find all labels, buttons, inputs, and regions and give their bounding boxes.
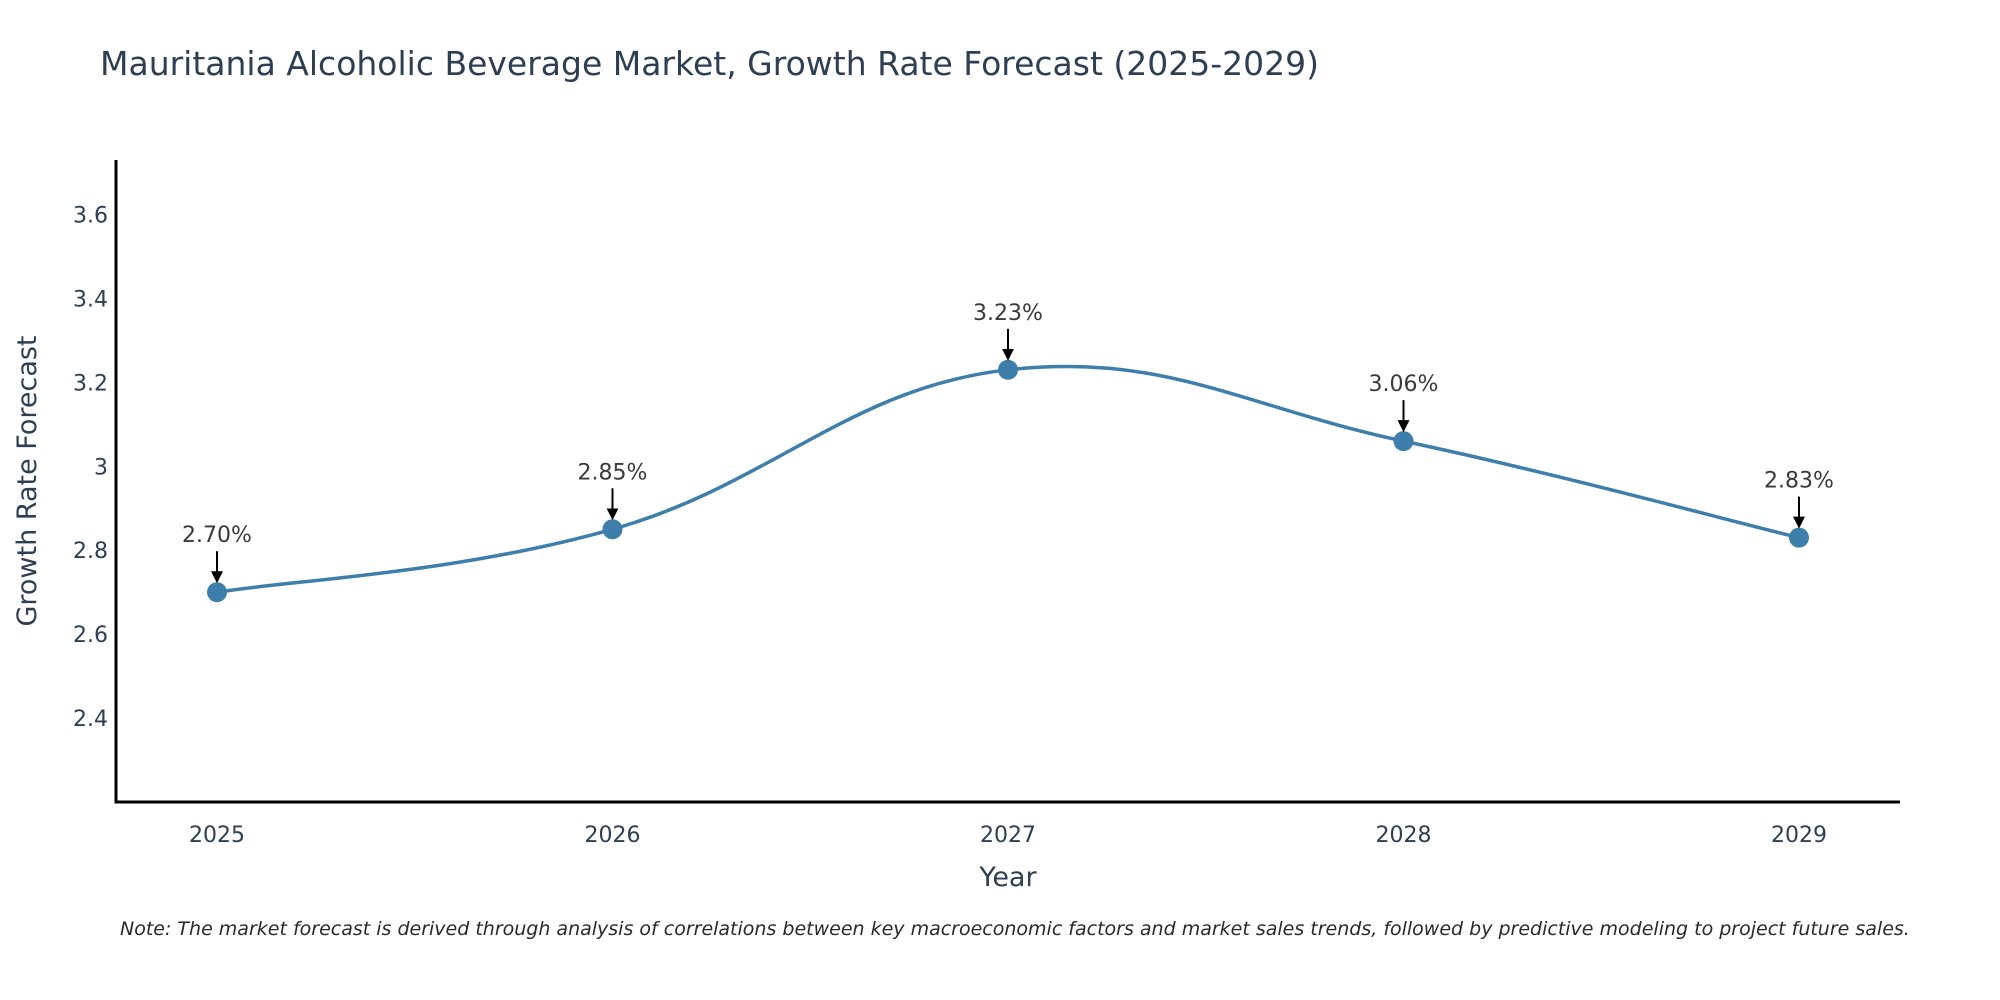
data-label: 3.06% xyxy=(1369,372,1439,397)
data-label: 2.70% xyxy=(182,523,252,548)
x-axis: 2025 2026 2027 2028 2029 xyxy=(114,800,1900,848)
data-label: 2.85% xyxy=(578,460,648,485)
data-point xyxy=(1789,527,1809,548)
x-tick-label: 2025 xyxy=(189,823,245,848)
annotations: 2.70% 2.85% 3.23% 3.06% 2.83% xyxy=(182,301,1834,584)
footnote: Note: The market forecast is derived thr… xyxy=(120,918,1910,940)
y-tick-label: 3.4 xyxy=(73,287,108,312)
series-line xyxy=(216,364,1800,594)
data-label: 3.23% xyxy=(973,301,1043,326)
chart-title: Mauritania Alcoholic Beverage Market, Gr… xyxy=(100,44,1320,83)
data-point xyxy=(602,519,623,540)
y-tick-label: 3.2 xyxy=(73,371,108,396)
data-point xyxy=(207,582,227,603)
x-axis-title: Year xyxy=(978,862,1037,893)
x-tick-label: 2027 xyxy=(980,823,1036,848)
y-axis-title: Growth Rate Forecast xyxy=(12,335,43,626)
x-tick-label: 2026 xyxy=(585,823,641,848)
y-tick-label: 2.4 xyxy=(73,707,108,732)
data-point xyxy=(1393,431,1414,452)
y-tick-label: 3.6 xyxy=(73,204,108,229)
x-tick-label: 2028 xyxy=(1376,823,1432,848)
y-axis: 2.4 2.6 2.8 3 3.2 3.4 3.6 xyxy=(73,160,118,802)
y-tick-label: 2.8 xyxy=(73,539,108,564)
data-point xyxy=(998,359,1018,380)
y-tick-label: 2.6 xyxy=(73,623,108,648)
y-tick-label: 3 xyxy=(94,455,108,480)
series-growth-rate xyxy=(207,359,1809,603)
data-label: 2.83% xyxy=(1764,469,1834,494)
x-tick-label: 2029 xyxy=(1771,823,1827,848)
